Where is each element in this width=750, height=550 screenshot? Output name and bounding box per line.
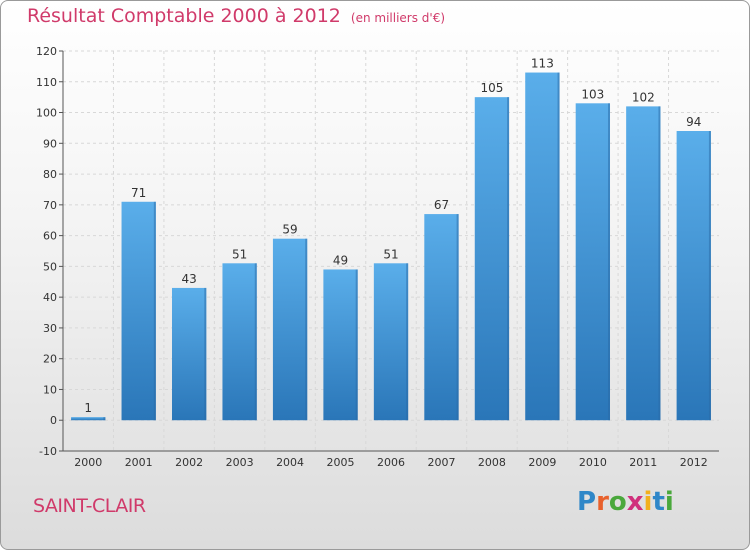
y-tick-label: 70 xyxy=(43,199,57,212)
y-tick-label: 100 xyxy=(36,107,57,120)
bar-shade xyxy=(708,131,711,421)
x-tick-label-2006: 2006 xyxy=(377,456,405,469)
data-label-2009: 113 xyxy=(531,57,554,71)
bar-2007 xyxy=(424,214,459,421)
data-label-2011: 102 xyxy=(632,90,655,104)
bar-2008 xyxy=(474,97,510,421)
y-tick-label: 30 xyxy=(43,322,57,335)
y-tick-label: 90 xyxy=(43,137,57,150)
logo-letter: P xyxy=(577,487,597,517)
data-label-2010: 103 xyxy=(581,87,604,101)
bar-shade xyxy=(204,287,207,421)
bar-shade xyxy=(355,269,358,421)
x-tick-label-2011: 2011 xyxy=(629,456,657,469)
data-label-2012: 94 xyxy=(686,115,701,129)
logo-letter: i xyxy=(664,487,674,517)
bar-2011 xyxy=(626,106,661,421)
x-tick-label-2004: 2004 xyxy=(276,456,304,469)
chart-subtitle: (en milliers d'€) xyxy=(350,11,446,25)
bar-shade xyxy=(406,263,409,421)
data-label-2003: 51 xyxy=(232,247,247,261)
bar-shade xyxy=(658,106,661,421)
y-tick-label: 120 xyxy=(36,45,57,58)
y-tick-label: 10 xyxy=(43,383,57,396)
x-tick-label-2000: 2000 xyxy=(74,456,102,469)
chart-title: Résultat Comptable 2000 à 2012 xyxy=(27,5,341,27)
bar-2002 xyxy=(171,287,207,421)
data-label-2008: 105 xyxy=(480,81,503,95)
data-label-2004: 59 xyxy=(282,223,297,237)
bar-shade xyxy=(507,97,510,421)
data-label-2005: 49 xyxy=(333,253,348,267)
logo-letter: r xyxy=(596,487,609,517)
x-tick-label-2008: 2008 xyxy=(478,456,506,469)
x-tick-label-2005: 2005 xyxy=(327,456,355,469)
bar-shade xyxy=(103,417,106,421)
data-labels: 1 71 43 51 59 49 51 67 105 113 103 102 94 xyxy=(84,57,701,416)
bar-shade xyxy=(153,201,156,421)
y-tick-labels: -10 0 10 20 30 40 50 60 70 80 90 100 110 120 xyxy=(36,45,57,458)
x-tick-label-2001: 2001 xyxy=(125,456,153,469)
y-tick-label: 50 xyxy=(43,260,57,273)
data-label-2006: 51 xyxy=(383,247,398,261)
logo-letter: i xyxy=(643,487,653,517)
bar-2009 xyxy=(525,72,560,421)
x-tick-label-2009: 2009 xyxy=(528,456,556,469)
x-tick-labels: 2000 2001 2002 2003 2004 2005 2006 2007 2008 2009… xyxy=(74,456,708,469)
logo-letter: x xyxy=(626,487,644,517)
bar-shade xyxy=(456,214,459,421)
y-tick-label: 20 xyxy=(43,353,57,366)
bar-shade xyxy=(305,238,308,421)
x-tick-label-2002: 2002 xyxy=(175,456,203,469)
data-label-2007: 67 xyxy=(434,198,449,212)
y-tick-label: 40 xyxy=(43,291,57,304)
y-tick-label: -10 xyxy=(39,445,57,458)
bar-2004 xyxy=(272,238,308,421)
chart-header: Résultat Comptable 2000 à 2012 (en millie… xyxy=(27,5,445,27)
axes xyxy=(59,50,719,452)
bar-2006 xyxy=(373,263,409,421)
bars xyxy=(71,72,711,421)
logo-letter: o xyxy=(608,487,627,517)
x-tick-label-2012: 2012 xyxy=(680,456,708,469)
bar-2000 xyxy=(71,417,106,421)
logo-letter: t xyxy=(652,487,665,517)
bar-2010 xyxy=(575,103,611,421)
x-tick-label-2007: 2007 xyxy=(427,456,455,469)
data-label-2002: 43 xyxy=(182,272,197,286)
y-tick-label: 60 xyxy=(43,230,57,243)
x-tick-label-2010: 2010 xyxy=(579,456,607,469)
bar-shade xyxy=(557,72,560,421)
y-tick-label: 0 xyxy=(50,414,57,427)
y-tick-label: 110 xyxy=(36,76,57,89)
y-tick-label: 80 xyxy=(43,168,57,181)
proxiti-logo: Proxiti xyxy=(577,487,674,517)
bar-2001 xyxy=(121,201,156,421)
x-tick-label-2003: 2003 xyxy=(226,456,254,469)
bar-shade xyxy=(254,263,257,421)
bar-2012 xyxy=(676,131,711,421)
bar-2005 xyxy=(323,269,358,421)
bar-shade xyxy=(608,103,611,421)
bar-2003 xyxy=(222,263,257,421)
data-label-2001: 71 xyxy=(131,186,146,200)
location-name: SAINT-CLAIR xyxy=(33,495,146,517)
data-label-2000: 1 xyxy=(84,401,92,415)
